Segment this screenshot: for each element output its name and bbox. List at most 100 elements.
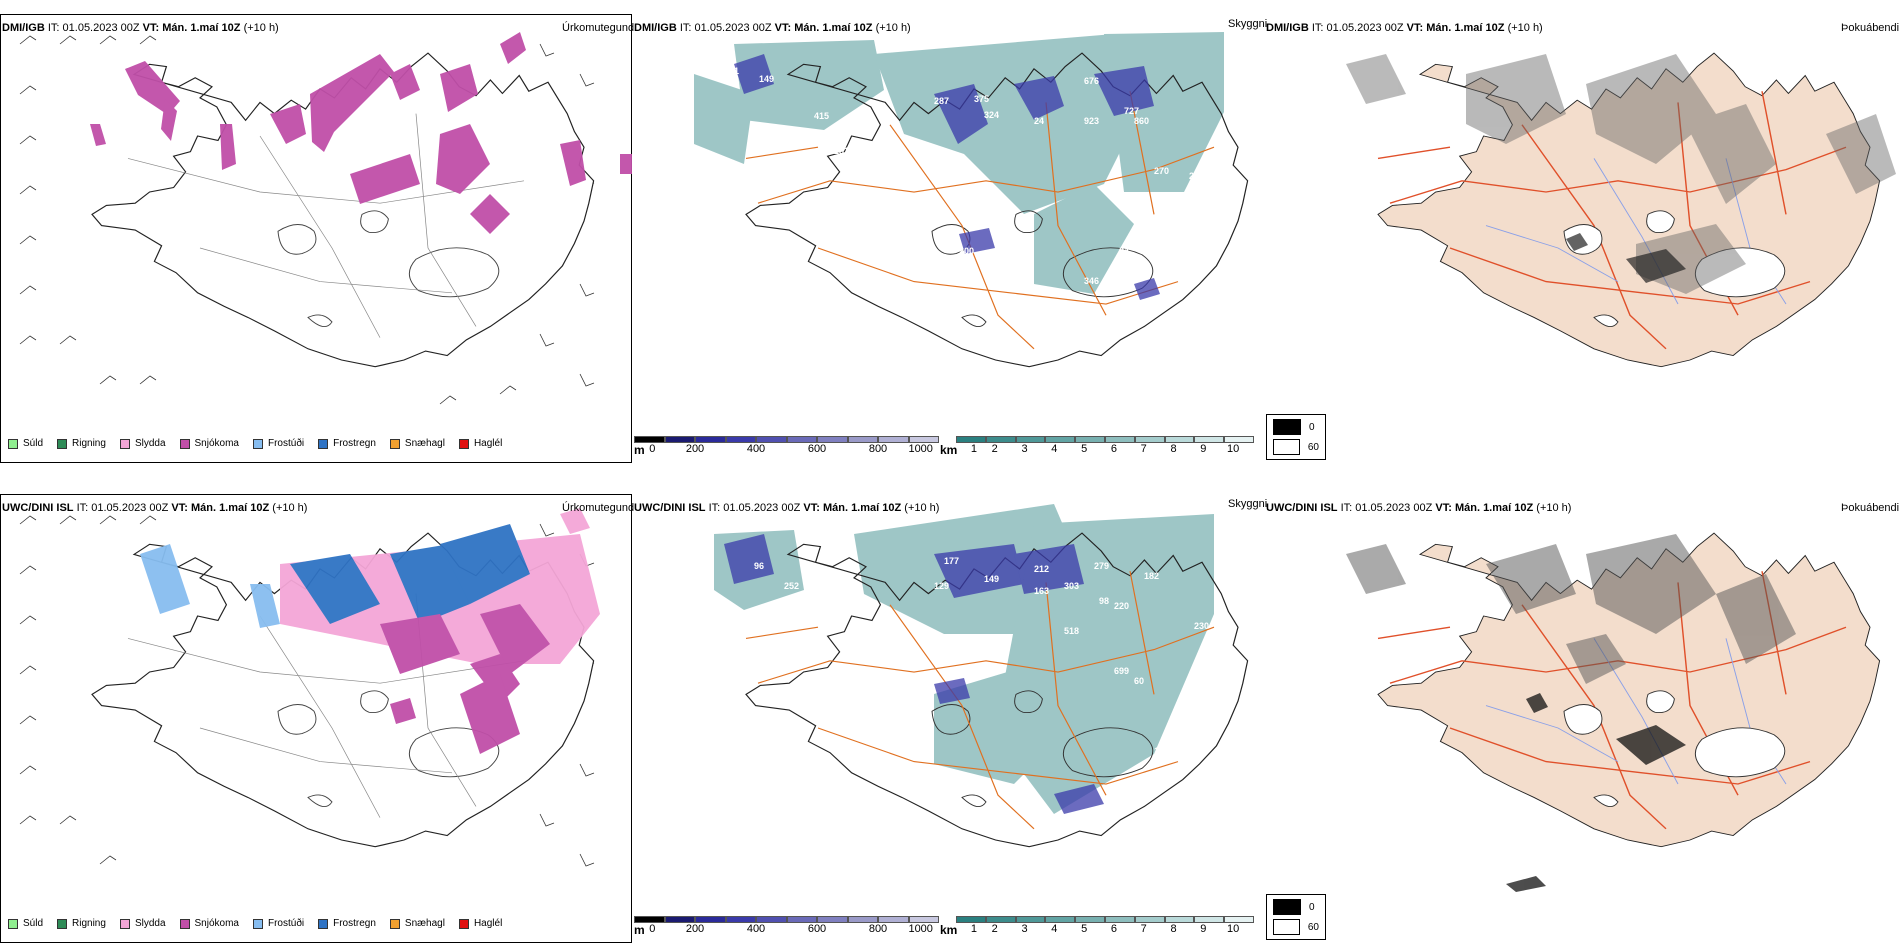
var-fog-bottom: Þokuábendi: [1841, 502, 1900, 514]
legend-label: Rigning: [72, 438, 106, 449]
vis-value-label: 185: [1154, 746, 1169, 756]
vis-value-label: 727: [1124, 106, 1139, 116]
fog-label: 60: [1307, 921, 1319, 933]
colorbar-tick: 6: [1110, 443, 1117, 455]
vis-value-label: 279: [1094, 561, 1109, 571]
legend-item-3: Snjókoma: [179, 918, 239, 929]
legend-swatch: [389, 918, 400, 929]
legend-item-0: Súld: [8, 918, 43, 929]
colorbar-cell: [695, 916, 726, 923]
legend-label: Snjókoma: [194, 918, 239, 929]
colorbar-tick: 4: [1051, 923, 1058, 935]
colorbar-cell: [1104, 436, 1135, 443]
legend-item-4: Frostúði: [252, 438, 305, 449]
model-name: DMI/IGB: [1266, 22, 1309, 34]
colorbar-cell: [817, 436, 848, 443]
legend-swatch: [252, 918, 263, 929]
colorbar-tick: 400: [746, 443, 766, 455]
map-precip-top: [19, 32, 632, 405]
vis-teal-areas: [694, 32, 1224, 294]
vt-value: Mán. 1.maí 10Z: [162, 22, 241, 34]
title-precip-bottom: UWC/DINI ISL IT: 01.05.2023 00Z VT: Mán.…: [2, 502, 307, 514]
fog-label: 0: [1309, 901, 1315, 913]
panel-vis-bottom: 96 252 138 177 129 149 212 279 182 163 303 98 220 230…: [634, 494, 1264, 943]
legend-item-1: Rigning: [57, 438, 106, 449]
colorbar-cell: [1045, 436, 1076, 443]
precip-legend: Súld Rigning Slydda Snjókoma Frostúði Frostre…: [8, 438, 502, 449]
vis-value-label: 163: [1034, 586, 1049, 596]
colorbar-tick: 200: [685, 923, 705, 935]
legend-swatch: [8, 438, 18, 449]
colorbar-tick: 1: [970, 923, 977, 935]
colorbar-cell: [786, 916, 817, 923]
legend-label: Frostregn: [333, 918, 376, 929]
map-fog-bottom: [1346, 532, 1881, 892]
fog-swatch: [1273, 899, 1301, 915]
legend-label: Snæhagl: [404, 918, 445, 929]
vis-colorbar-m: 0 200 400 600 800 1000: [634, 436, 939, 457]
vis-value-label: 270: [1154, 166, 1169, 176]
legend-label: Frostúði: [267, 918, 305, 929]
vis-value-label: 923: [1084, 116, 1099, 126]
colorbar-tick: 600: [807, 923, 827, 935]
vis-m-ticks: 0 200 400 600 800 1000: [634, 443, 939, 457]
vis-value-label: 149: [759, 74, 774, 84]
legend-label: Rigning: [72, 918, 106, 929]
vis-colorbar-km: 1 2 3 4 5 6 7 8 9 10: [956, 436, 1254, 457]
colorbar-tick: 10: [1227, 923, 1240, 935]
lead-time: (+10 h): [875, 22, 911, 34]
colorbar-cell: [985, 436, 1016, 443]
colorbar-cell: [664, 916, 695, 923]
fog-swatch: [1273, 439, 1300, 455]
snow-areas: [90, 32, 632, 234]
colorbar-tick: 800: [868, 923, 888, 935]
vt-value: Mán. 1.maí 10Z: [1426, 22, 1505, 34]
it-value: 01.05.2023 00Z: [62, 22, 140, 34]
legend-swatch: [57, 918, 68, 929]
vis-value-label: 96: [754, 561, 764, 571]
fog-label: 60: [1307, 441, 1319, 453]
colorbar-tick: 400: [746, 923, 766, 935]
fog-label: 0: [1309, 421, 1315, 433]
colorbar-cell: [725, 916, 756, 923]
vis-value-label: 149: [984, 574, 999, 584]
vis-value-label: 676: [1084, 76, 1099, 86]
vis-km-ticks: 1 2 3 4 5 6 7 8 9 10: [956, 443, 1254, 457]
legend-swatch: [252, 438, 263, 449]
fog-legend-bottom: 0 60: [1266, 894, 1326, 940]
colorbar-cell: [908, 916, 939, 923]
legend-swatch: [8, 918, 18, 929]
var-fog-top: Þokuábendi: [1841, 22, 1900, 34]
map-frame: [0, 14, 632, 463]
vis-value-label: 860: [1134, 116, 1149, 126]
colorbar-cell: [1194, 916, 1225, 923]
legend-item-6: Snæhagl: [389, 438, 445, 449]
vt-value: Mán. 1.maí 10Z: [794, 22, 873, 34]
colorbar-cell: [1224, 436, 1254, 443]
var-precip-bottom: Úrkomutegund: [562, 502, 635, 514]
it-value: 01.05.2023 00Z: [91, 502, 169, 514]
colorbar-cell: [1045, 916, 1076, 923]
colorbar-tick: 10: [1227, 443, 1240, 455]
panel-fog-top: [1266, 14, 1900, 463]
colorbar-tick: 9: [1200, 923, 1207, 935]
vis-value-label: 29: [1114, 261, 1124, 271]
legend-swatch: [318, 918, 329, 929]
legend-label: Slydda: [134, 918, 166, 929]
vis-blue-areas: [734, 54, 1160, 300]
map-vis-bottom: 96 252 138 177 129 149 212 279 182 163 303 98 220 230…: [714, 504, 1249, 848]
legend-label: Frostúði: [267, 438, 305, 449]
legend-label: Snæhagl: [404, 438, 445, 449]
fog-swatch: [1273, 419, 1301, 435]
vt-label: VT:: [1406, 22, 1424, 34]
colorbar-tick: 8: [1170, 923, 1177, 935]
vis-value-label: 22: [1189, 171, 1199, 181]
vis-value-label: 346: [1084, 276, 1099, 286]
colorbar-tick: 7: [1140, 923, 1147, 935]
it-label: IT:: [47, 22, 60, 34]
vis-value-label: 212: [1034, 564, 1049, 574]
colorbar-cell: [908, 436, 939, 443]
colorbar-tick: 200: [685, 443, 705, 455]
